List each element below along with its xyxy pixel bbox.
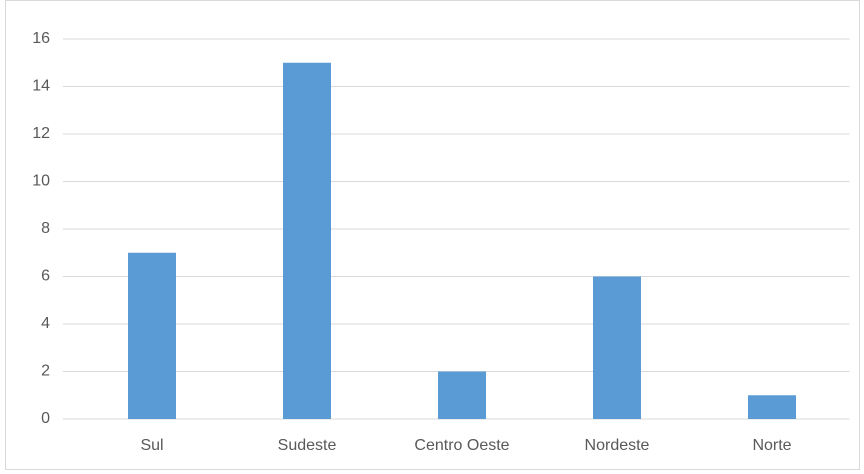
x-tick-label: Nordeste bbox=[585, 437, 650, 454]
bar bbox=[128, 252, 176, 419]
y-tick-label: 6 bbox=[41, 268, 50, 285]
x-tick-label: Sul bbox=[140, 437, 163, 454]
y-tick-label: 2 bbox=[41, 363, 50, 380]
y-tick-label: 0 bbox=[41, 410, 50, 427]
y-tick-label: 14 bbox=[32, 78, 50, 95]
x-tick-label: Norte bbox=[752, 437, 791, 454]
y-tick-label: 8 bbox=[41, 220, 50, 237]
bar bbox=[748, 395, 796, 419]
bar bbox=[438, 371, 486, 419]
y-tick-label: 4 bbox=[41, 315, 50, 332]
y-tick-label: 12 bbox=[32, 125, 50, 142]
y-tick-label: 10 bbox=[32, 173, 50, 190]
x-tick-label: Sudeste bbox=[278, 437, 337, 454]
bar bbox=[593, 276, 641, 419]
y-tick-label: 16 bbox=[32, 30, 50, 47]
x-tick-label: Centro Oeste bbox=[414, 437, 509, 454]
bar bbox=[283, 62, 331, 419]
